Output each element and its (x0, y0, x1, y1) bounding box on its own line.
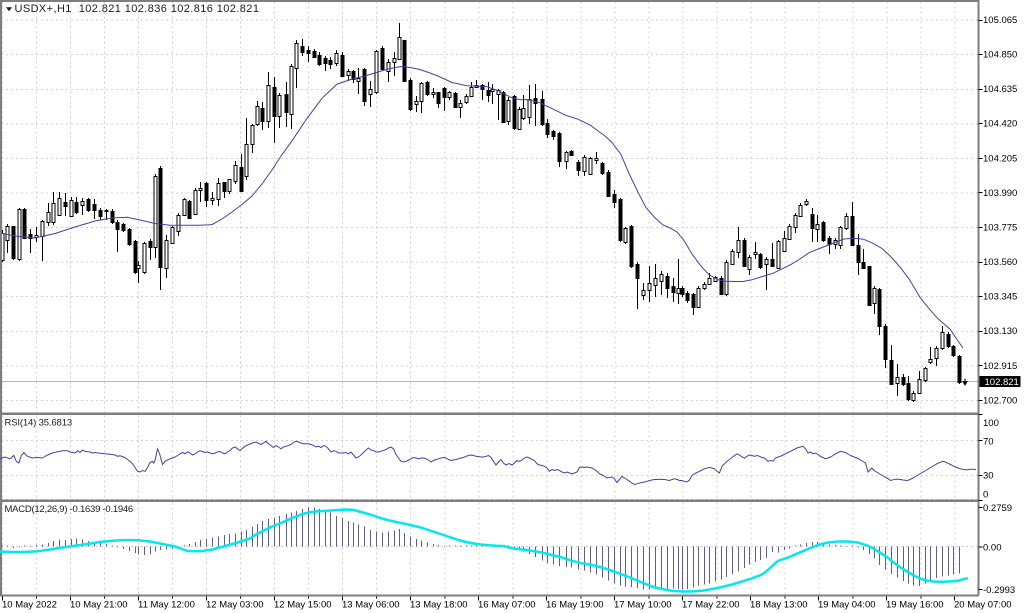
svg-text:104.420: 104.420 (983, 119, 1017, 130)
svg-text:105.065: 105.065 (983, 15, 1017, 26)
svg-text:103.775: 103.775 (983, 223, 1017, 234)
svg-text:11 May 12:00: 11 May 12:00 (138, 600, 195, 611)
svg-text:13 May 18:00: 13 May 18:00 (410, 600, 468, 611)
svg-text:19 May 16:00: 19 May 16:00 (886, 600, 944, 611)
svg-text:18 May 13:00: 18 May 13:00 (750, 600, 808, 611)
svg-text:102.821: 102.821 (985, 377, 1019, 388)
svg-text:0.2759: 0.2759 (983, 503, 1012, 514)
svg-text:70: 70 (983, 437, 994, 448)
svg-text:12 May 03:00: 12 May 03:00 (206, 600, 264, 611)
svg-text:USDX+,H1 102.821 102.836 102.: USDX+,H1 102.821 102.836 102.816 102.821 (15, 3, 260, 15)
svg-text:12 May 15:00: 12 May 15:00 (274, 600, 332, 611)
svg-text:102.700: 102.700 (983, 395, 1017, 406)
svg-text:MACD(12,26,9) -0.1639 -0.1946: MACD(12,26,9) -0.1639 -0.1946 (5, 504, 133, 515)
svg-text:10 May 2022: 10 May 2022 (2, 600, 57, 611)
svg-text:104.850: 104.850 (983, 50, 1017, 61)
svg-text:104.635: 104.635 (983, 84, 1017, 95)
svg-text:16 May 07:00: 16 May 07:00 (478, 600, 536, 611)
svg-text:103.345: 103.345 (983, 292, 1017, 303)
svg-text:20 May 07:00: 20 May 07:00 (954, 600, 1012, 611)
svg-text:RSI(14) 35.6813: RSI(14) 35.6813 (5, 418, 72, 429)
svg-text:0: 0 (983, 490, 988, 501)
svg-text:19 May 04:00: 19 May 04:00 (818, 600, 876, 611)
svg-text:10 May 21:00: 10 May 21:00 (70, 600, 128, 611)
svg-text:103.990: 103.990 (983, 188, 1017, 199)
svg-text:0.00: 0.00 (983, 543, 1002, 554)
svg-text:16 May 19:00: 16 May 19:00 (546, 600, 604, 611)
svg-text:102.915: 102.915 (983, 361, 1017, 372)
svg-text:30: 30 (983, 471, 994, 482)
svg-text:103.560: 103.560 (983, 257, 1017, 268)
svg-text:-0.2993: -0.2993 (983, 585, 1015, 596)
svg-text:103.130: 103.130 (983, 326, 1017, 337)
svg-text:13 May 06:00: 13 May 06:00 (342, 600, 400, 611)
svg-text:17 May 22:00: 17 May 22:00 (682, 600, 740, 611)
svg-text:100: 100 (983, 418, 999, 429)
svg-text:104.205: 104.205 (983, 153, 1017, 164)
svg-text:17 May 10:00: 17 May 10:00 (614, 600, 672, 611)
